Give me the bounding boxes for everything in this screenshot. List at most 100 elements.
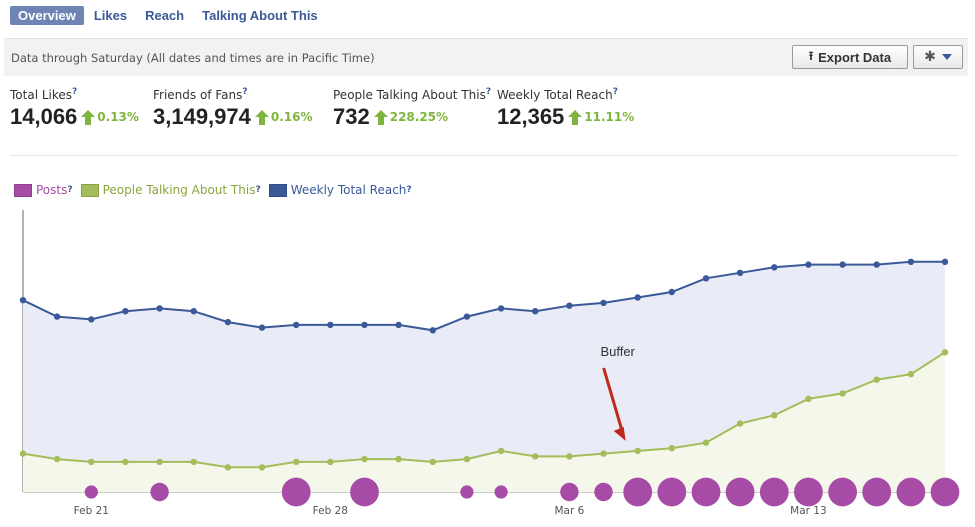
legend-posts[interactable]: Posts? — [14, 183, 73, 197]
posts-bubble — [862, 477, 892, 507]
x-tick-label: Feb 21 — [74, 505, 109, 517]
annotation-label: Buffer — [600, 344, 635, 359]
reach-area — [23, 261, 945, 492]
annotation-arrow-head — [613, 426, 626, 441]
posts-bubble — [281, 477, 311, 507]
stat-people-talking: People Talking About This? 732 228.25% — [333, 88, 491, 130]
talking-line — [22, 351, 946, 469]
up-arrow-icon — [568, 109, 583, 125]
posts-bubble — [896, 477, 926, 507]
reach-point — [361, 321, 368, 329]
legend-label: Posts — [36, 183, 68, 197]
posts-bubble — [657, 477, 687, 507]
reach-line — [22, 260, 945, 332]
help-icon[interactable]: ? — [612, 87, 618, 97]
gear-icon: ✱ — [924, 49, 936, 65]
reach-point — [19, 297, 27, 304]
talking-point — [771, 412, 778, 419]
talking-point — [19, 450, 27, 457]
stat-total-likes: Total Likes? 14,066 0.13% — [10, 88, 139, 130]
talking-point — [327, 458, 334, 466]
tab-bar: Overview Likes Reach Talking About This — [10, 5, 328, 25]
legend-label: Weekly Total Reach — [290, 183, 407, 197]
stat-friends-of-fans: Friends of Fans? 3,149,974 0.16% — [153, 88, 313, 130]
stat-weekly-total-reach: Weekly Total Reach? 12,365 11.11% — [497, 88, 634, 130]
talking-point — [600, 450, 607, 457]
divider — [10, 155, 958, 156]
tab-talking-about-this[interactable]: Talking About This — [202, 7, 318, 23]
reach-point — [190, 308, 197, 315]
talking-point — [122, 458, 129, 466]
talking-point — [805, 395, 812, 402]
legend-label: People Talking About This — [102, 183, 256, 197]
x-tick-label: Mar 13 — [790, 505, 827, 517]
tab-likes[interactable]: Likes — [93, 7, 128, 23]
posts-bubble — [725, 477, 755, 507]
posts-bubble — [594, 482, 613, 502]
reach-point — [156, 305, 163, 312]
reach-point — [258, 324, 266, 331]
talking-point — [532, 453, 539, 460]
export-data-button[interactable]: ⭱ Export Data — [792, 45, 908, 69]
reach-point — [53, 313, 61, 320]
reach-point — [907, 258, 915, 265]
talking-point — [156, 458, 163, 466]
talking-point — [258, 464, 266, 471]
posts-bubble — [623, 477, 653, 507]
reach-point — [668, 288, 675, 296]
stat-change: 228.25% — [389, 110, 449, 124]
reach-point — [702, 275, 710, 282]
tab-overview[interactable]: Overview — [10, 5, 84, 25]
data-range-note: Data through Saturday (All dates and tim… — [11, 50, 375, 65]
talking-point — [941, 349, 949, 356]
stat-value: 14,066 — [10, 104, 78, 129]
legend-swatch-posts — [14, 183, 32, 197]
reach-point — [88, 316, 95, 323]
talking-point — [429, 458, 436, 466]
talking-area — [23, 352, 945, 492]
posts-bubble — [560, 482, 579, 502]
settings-dropdown-button[interactable]: ✱ — [913, 45, 963, 69]
up-arrow-icon — [254, 109, 269, 125]
posts-bubble — [794, 477, 823, 507]
reach-point — [224, 318, 232, 326]
tab-reach[interactable]: Reach — [145, 7, 185, 23]
export-data-label: Export Data — [818, 49, 892, 65]
talking-point — [88, 458, 95, 466]
legend-people-talking[interactable]: People Talking About This? — [80, 183, 261, 197]
posts-bubble — [150, 482, 169, 502]
posts-bubble — [930, 477, 960, 507]
x-tick-label: Mar 6 — [554, 505, 584, 517]
talking-point — [702, 439, 710, 446]
stat-label: Total Likes — [10, 88, 73, 102]
stat-change: 11.11% — [584, 110, 635, 124]
insights-chart: Feb 21 Feb 28 Mar 6 Mar 13 Buffer — [19, 210, 960, 517]
reach-point — [941, 258, 949, 265]
up-arrow-icon — [373, 109, 388, 125]
reach-point — [327, 321, 334, 329]
help-icon[interactable]: ? — [485, 87, 492, 97]
reach-point — [463, 313, 471, 320]
legend-weekly-reach[interactable]: Weekly Total Reach? — [268, 183, 412, 197]
talking-point — [293, 458, 300, 466]
posts-bubble — [759, 477, 789, 507]
posts-bubble — [494, 485, 508, 499]
legend-swatch-reach — [268, 183, 287, 197]
talking-point — [190, 458, 197, 466]
talking-point — [873, 376, 880, 383]
annotation-arrow-shaft — [602, 367, 625, 434]
reach-point — [805, 261, 812, 268]
reach-point — [532, 308, 539, 315]
help-icon[interactable]: ? — [72, 87, 78, 97]
stat-label: People Talking About This — [333, 88, 486, 102]
reach-point — [600, 299, 607, 307]
x-tick-label: Feb 28 — [313, 505, 348, 517]
legend-swatch-talking — [80, 183, 99, 197]
reach-point — [497, 305, 505, 312]
stat-label: Friends of Fans — [153, 88, 243, 102]
help-icon[interactable]: ? — [242, 87, 248, 97]
reach-point — [122, 308, 129, 315]
stat-change: 0.16% — [270, 110, 313, 124]
reach-point — [566, 302, 573, 309]
up-arrow-icon — [81, 109, 96, 125]
